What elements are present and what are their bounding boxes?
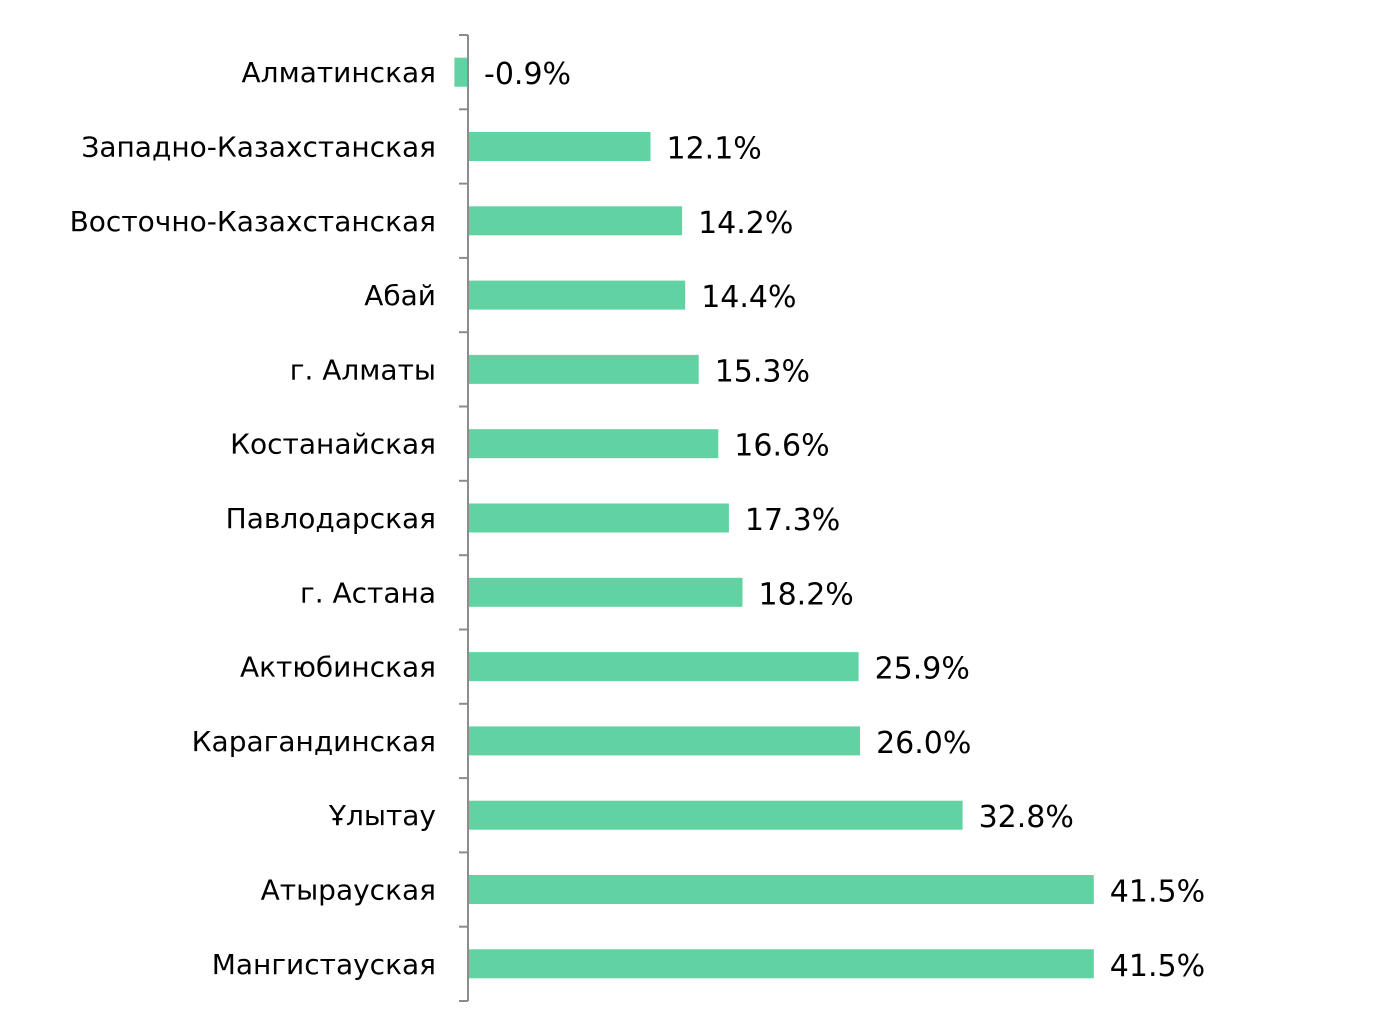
value-label-9: 26.0%: [876, 726, 971, 761]
category-label-7: г. Астана: [300, 576, 436, 609]
category-label-3: Абай: [364, 279, 436, 312]
bars-layer: [454, 57, 1094, 979]
bar-2: [468, 206, 683, 236]
value-label-4: 15.3%: [715, 354, 810, 389]
bar-9: [468, 726, 861, 756]
value-label-2: 14.2%: [698, 206, 793, 241]
bar-1: [468, 132, 651, 161]
value-label-11: 41.5%: [1110, 875, 1205, 910]
value-label-0: -0.9%: [484, 57, 571, 92]
value-label-7: 18.2%: [759, 577, 854, 612]
value-label-10: 32.8%: [979, 800, 1074, 835]
value-label-3: 14.4%: [701, 280, 796, 315]
value-label-6: 17.3%: [745, 503, 840, 538]
category-label-9: Карагандинская: [192, 725, 436, 758]
category-axis: [459, 34, 469, 1002]
bar-5: [468, 429, 719, 459]
bar-8: [468, 652, 859, 682]
category-label-0: Алматинская: [242, 56, 436, 89]
category-label-6: Павлодарская: [226, 502, 436, 535]
value-label-5: 16.6%: [734, 429, 829, 464]
bar-10: [468, 800, 963, 830]
bar-4: [468, 354, 699, 384]
category-label-5: Костанайская: [230, 428, 436, 461]
value-label-12: 41.5%: [1110, 949, 1205, 984]
category-label-12: Мангистауская: [212, 948, 436, 981]
value-label-1: 12.1%: [667, 132, 762, 167]
bar-12: [468, 949, 1094, 979]
value-label-8: 25.9%: [875, 652, 970, 687]
labels-layer: Алматинская -0.9% Западно-Казахстанская 12.…: [70, 56, 1206, 984]
bar-3: [468, 280, 686, 310]
category-label-2: Восточно-Казахстанская: [70, 205, 436, 238]
bar-11: [468, 875, 1094, 904]
bar-0: [454, 57, 468, 87]
category-label-4: г. Алматы: [290, 353, 436, 386]
bar-7: [468, 577, 743, 607]
category-label-8: Актюбинская: [240, 651, 436, 684]
category-label-11: Атырауская: [261, 874, 436, 907]
category-label-1: Западно-Казахстанская: [81, 131, 436, 164]
category-label-10: Ұлытау: [328, 799, 436, 832]
bar-6: [468, 503, 729, 533]
